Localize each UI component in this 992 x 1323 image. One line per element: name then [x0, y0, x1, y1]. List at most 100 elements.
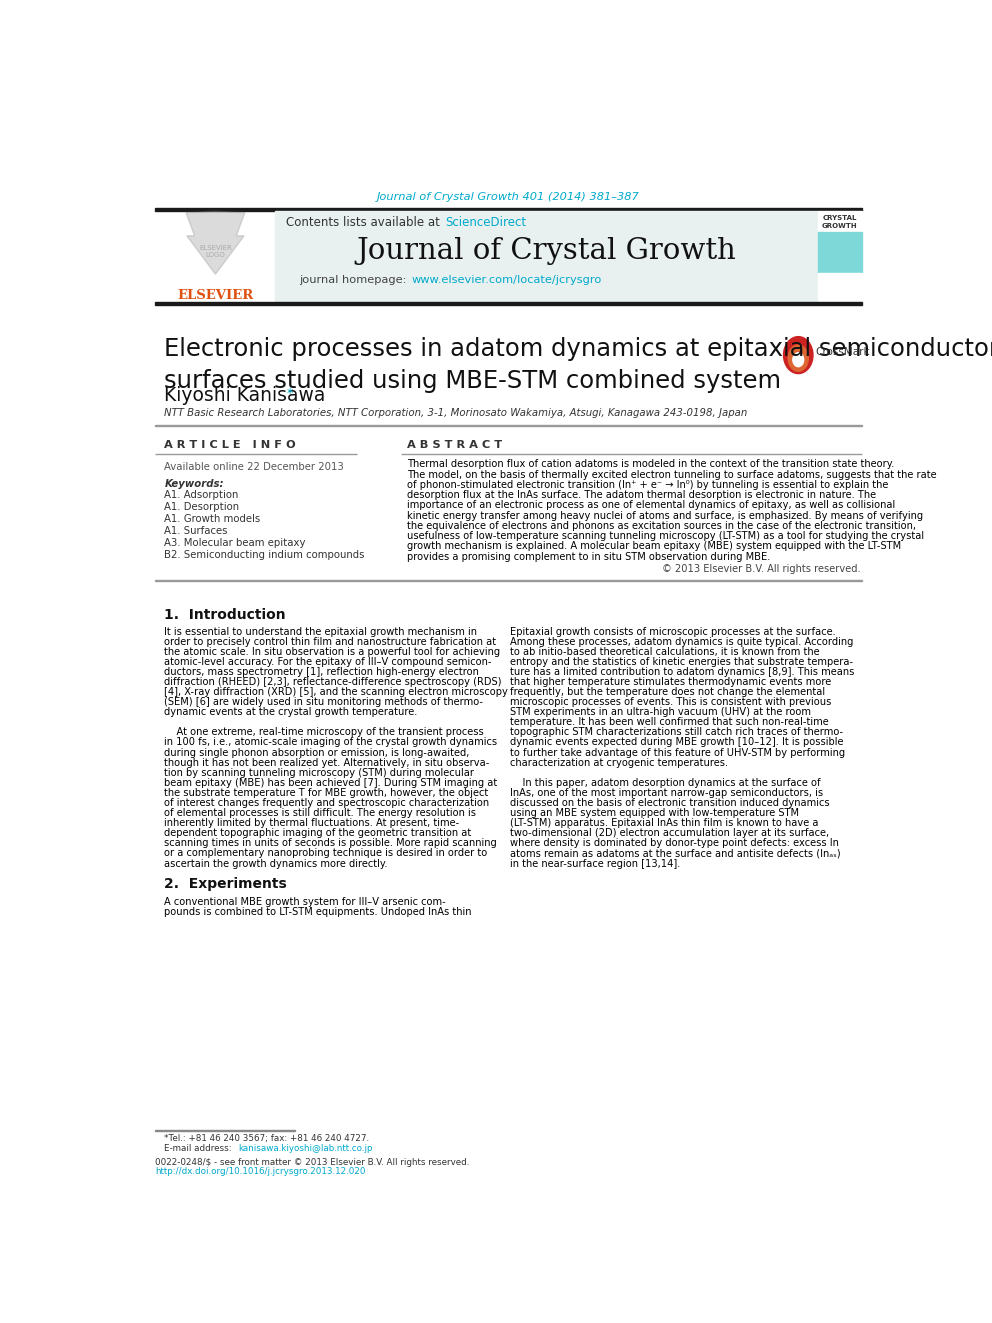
Text: E-mail address:: E-mail address:	[165, 1143, 235, 1152]
Text: scanning times in units of seconds is possible. More rapid scanning: scanning times in units of seconds is po…	[165, 839, 497, 848]
Text: using an MBE system equipped with low-temperature STM: using an MBE system equipped with low-te…	[510, 808, 799, 818]
Text: pounds is combined to LT-STM equipments. Undoped InAs thin: pounds is combined to LT-STM equipments.…	[165, 906, 472, 917]
Bar	[817, 212, 862, 303]
Bar	[155, 209, 862, 212]
Text: desorption flux at the InAs surface. The adatom thermal desorption is electronic: desorption flux at the InAs surface. The…	[407, 491, 876, 500]
Text: ScienceDirect: ScienceDirect	[444, 216, 526, 229]
Ellipse shape	[793, 353, 804, 366]
Text: discussed on the basis of electronic transition induced dynamics: discussed on the basis of electronic tra…	[510, 798, 829, 808]
Text: atomic-level accuracy. For the epitaxy of III–V compound semicon-: atomic-level accuracy. For the epitaxy o…	[165, 656, 492, 667]
Text: 0022-0248/$ - see front matter © 2013 Elsevier B.V. All rights reserved.: 0022-0248/$ - see front matter © 2013 El…	[155, 1158, 469, 1167]
Text: InAs, one of the most important narrow-gap semiconductors, is: InAs, one of the most important narrow-g…	[510, 789, 823, 798]
Text: A3. Molecular beam epitaxy: A3. Molecular beam epitaxy	[165, 538, 306, 548]
Text: importance of an electronic process as one of elemental dynamics of epitaxy, as : importance of an electronic process as o…	[407, 500, 895, 511]
Text: atoms remain as adatoms at the surface and antisite defects (Inₐₛ): atoms remain as adatoms at the surface a…	[510, 848, 840, 859]
Text: to further take advantage of this feature of UHV-STM by performing: to further take advantage of this featur…	[510, 747, 845, 758]
Text: CRYSTAL
GROWTH: CRYSTAL GROWTH	[821, 216, 857, 229]
Text: during single phonon absorption or emission, is long-awaited,: during single phonon absorption or emiss…	[165, 747, 469, 758]
Text: A R T I C L E   I N F O: A R T I C L E I N F O	[165, 441, 296, 450]
Text: journal homepage:: journal homepage:	[300, 275, 411, 286]
Text: though it has not been realized yet. Alternatively, in situ observa-: though it has not been realized yet. Alt…	[165, 758, 490, 767]
Text: where density is dominated by donor-type point defects: excess In: where density is dominated by donor-type…	[510, 839, 839, 848]
Text: A B S T R A C T: A B S T R A C T	[407, 441, 502, 450]
Ellipse shape	[789, 345, 808, 372]
Text: in 100 fs, i.e., atomic-scale imaging of the crystal growth dynamics: in 100 fs, i.e., atomic-scale imaging of…	[165, 737, 497, 747]
Text: The model, on the basis of thermally excited electron tunneling to surface adato: The model, on the basis of thermally exc…	[407, 470, 936, 480]
Text: NTT Basic Research Laboratories, NTT Corporation, 3-1, Morinosato Wakamiya, Atsu: NTT Basic Research Laboratories, NTT Cor…	[165, 407, 748, 418]
Text: A1. Surfaces: A1. Surfaces	[165, 527, 228, 536]
Text: Electronic processes in adatom dynamics at epitaxial semiconductor
surfaces stud: Electronic processes in adatom dynamics …	[165, 337, 992, 393]
Text: STM experiments in an ultra-high vacuum (UHV) at the room: STM experiments in an ultra-high vacuum …	[510, 708, 810, 717]
Text: the equivalence of electrons and phonons as excitation sources in the case of th: the equivalence of electrons and phonons…	[407, 521, 916, 531]
Text: B2. Semiconducting indium compounds: B2. Semiconducting indium compounds	[165, 550, 365, 560]
Text: topographic STM characterizations still catch rich traces of thermo-: topographic STM characterizations still …	[510, 728, 843, 737]
Text: Keywords:: Keywords:	[165, 479, 224, 488]
Text: A1. Growth models: A1. Growth models	[165, 515, 261, 524]
Text: temperature. It has been well confirmed that such non-real-time: temperature. It has been well confirmed …	[510, 717, 828, 728]
Text: beam epitaxy (MBE) has been achieved [7]. During STM imaging at: beam epitaxy (MBE) has been achieved [7]…	[165, 778, 498, 787]
Text: entropy and the statistics of kinetic energies that substrate tempera-: entropy and the statistics of kinetic en…	[510, 656, 853, 667]
Text: of elemental processes is still difficult. The energy resolution is: of elemental processes is still difficul…	[165, 808, 476, 818]
Text: A1. Desorption: A1. Desorption	[165, 503, 239, 512]
Text: to ab initio-based theoretical calculations, it is known from the: to ab initio-based theoretical calculati…	[510, 647, 819, 656]
Text: Journal of Crystal Growth: Journal of Crystal Growth	[356, 237, 736, 265]
Bar	[817, 273, 862, 303]
Text: Among these processes, adatom dynamics is quite typical. According: Among these processes, adatom dynamics i…	[510, 636, 853, 647]
Text: provides a promising complement to in situ STM observation during MBE.: provides a promising complement to in si…	[407, 552, 770, 562]
Text: ascertain the growth dynamics more directly.: ascertain the growth dynamics more direc…	[165, 859, 388, 868]
Text: It is essential to understand the epitaxial growth mechanism in: It is essential to understand the epitax…	[165, 627, 477, 636]
Text: characterization at cryogenic temperatures.: characterization at cryogenic temperatur…	[510, 758, 728, 767]
Ellipse shape	[784, 336, 813, 373]
Text: tion by scanning tunneling microscopy (STM) during molecular: tion by scanning tunneling microscopy (S…	[165, 767, 474, 778]
Text: frequently, but the temperature does not change the elemental: frequently, but the temperature does not…	[510, 687, 825, 697]
Text: kanisawa.kiyoshi@lab.ntt.co.jp: kanisawa.kiyoshi@lab.ntt.co.jp	[239, 1143, 373, 1152]
Text: (LT-STM) apparatus. Epitaxial InAs thin film is known to have a: (LT-STM) apparatus. Epitaxial InAs thin …	[510, 818, 818, 828]
Text: that higher temperature stimulates thermodynamic events more: that higher temperature stimulates therm…	[510, 677, 831, 687]
Text: dynamic events expected during MBE growth [10–12]. It is possible: dynamic events expected during MBE growt…	[510, 737, 843, 747]
Text: Kiyoshi Kanisawa: Kiyoshi Kanisawa	[165, 386, 325, 405]
Text: http://dx.doi.org/10.1016/j.jcrysgro.2013.12.020: http://dx.doi.org/10.1016/j.jcrysgro.201…	[155, 1167, 365, 1176]
Text: CrossMark: CrossMark	[815, 347, 870, 357]
Text: *Tel.: +81 46 240 3567; fax: +81 46 240 4727.: *Tel.: +81 46 240 3567; fax: +81 46 240 …	[165, 1134, 369, 1143]
Text: Contents lists available at: Contents lists available at	[287, 216, 444, 229]
Text: kinetic energy transfer among heavy nuclei of atoms and surface, is emphasized. : kinetic energy transfer among heavy nucl…	[407, 511, 923, 521]
Text: of phonon-stimulated electronic transition (In⁺ + e⁻ → In⁰) by tunneling is esse: of phonon-stimulated electronic transiti…	[407, 480, 888, 490]
Bar	[275, 212, 817, 303]
Text: A1. Adsorption: A1. Adsorption	[165, 491, 239, 500]
Text: microscopic processes of events. This is consistent with previous: microscopic processes of events. This is…	[510, 697, 831, 708]
Text: ELSEVIER: ELSEVIER	[178, 290, 254, 303]
Text: diffraction (RHEED) [2,3], reflectance-difference spectroscopy (RDS): diffraction (RHEED) [2,3], reflectance-d…	[165, 677, 502, 687]
Text: inherently limited by thermal fluctuations. At present, time-: inherently limited by thermal fluctuatio…	[165, 818, 459, 828]
Text: www.elsevier.com/locate/jcrysgro: www.elsevier.com/locate/jcrysgro	[412, 275, 602, 286]
Text: in the near-surface region [13,14].: in the near-surface region [13,14].	[510, 859, 681, 868]
Text: order to precisely control thin film and nanostructure fabrication at: order to precisely control thin film and…	[165, 636, 496, 647]
Text: [4], X-ray diffraction (XRD) [5], and the scanning electron microscopy: [4], X-ray diffraction (XRD) [5], and th…	[165, 687, 508, 697]
Text: 2.  Experiments: 2. Experiments	[165, 877, 287, 892]
Text: dynamic events at the crystal growth temperature.: dynamic events at the crystal growth tem…	[165, 708, 418, 717]
Bar	[155, 302, 862, 306]
Text: At one extreme, real-time microscopy of the transient process: At one extreme, real-time microscopy of …	[165, 728, 484, 737]
Polygon shape	[186, 212, 245, 274]
Text: A conventional MBE growth system for III–V arsenic com-: A conventional MBE growth system for III…	[165, 897, 446, 906]
Text: two-dimensional (2D) electron accumulation layer at its surface,: two-dimensional (2D) electron accumulati…	[510, 828, 829, 839]
Bar	[817, 232, 862, 273]
Text: dependent topographic imaging of the geometric transition at: dependent topographic imaging of the geo…	[165, 828, 471, 839]
Text: ductors, mass spectrometry [1], reflection high-energy electron: ductors, mass spectrometry [1], reflecti…	[165, 667, 479, 677]
Text: Epitaxial growth consists of microscopic processes at the surface.: Epitaxial growth consists of microscopic…	[510, 627, 835, 636]
Text: Journal of Crystal Growth 401 (2014) 381–387: Journal of Crystal Growth 401 (2014) 381…	[377, 192, 640, 202]
Text: growth mechanism is explained. A molecular beam epitaxy (MBE) system equipped wi: growth mechanism is explained. A molecul…	[407, 541, 901, 552]
Text: the substrate temperature T for MBE growth, however, the object: the substrate temperature T for MBE grow…	[165, 789, 488, 798]
Text: of interest changes frequently and spectroscopic characterization: of interest changes frequently and spect…	[165, 798, 489, 808]
Text: 1.  Introduction: 1. Introduction	[165, 607, 286, 622]
Text: ELSEVIER
LOGO: ELSEVIER LOGO	[199, 245, 232, 258]
Bar	[817, 212, 862, 232]
Text: the atomic scale. In situ observation is a powerful tool for achieving: the atomic scale. In situ observation is…	[165, 647, 500, 656]
Text: *: *	[287, 388, 293, 400]
Text: © 2013 Elsevier B.V. All rights reserved.: © 2013 Elsevier B.V. All rights reserved…	[662, 564, 860, 574]
Text: Thermal desorption flux of cation adatoms is modeled in the context of the trans: Thermal desorption flux of cation adatom…	[407, 459, 894, 470]
Text: Available online 22 December 2013: Available online 22 December 2013	[165, 462, 344, 472]
Text: (SEM) [6] are widely used in situ monitoring methods of thermo-: (SEM) [6] are widely used in situ monito…	[165, 697, 483, 708]
Text: or a complementary nanoprobing technique is desired in order to: or a complementary nanoprobing technique…	[165, 848, 487, 859]
Text: In this paper, adatom desorption dynamics at the surface of: In this paper, adatom desorption dynamic…	[510, 778, 820, 787]
Text: ture has a limited contribution to adatom dynamics [8,9]. This means: ture has a limited contribution to adato…	[510, 667, 854, 677]
